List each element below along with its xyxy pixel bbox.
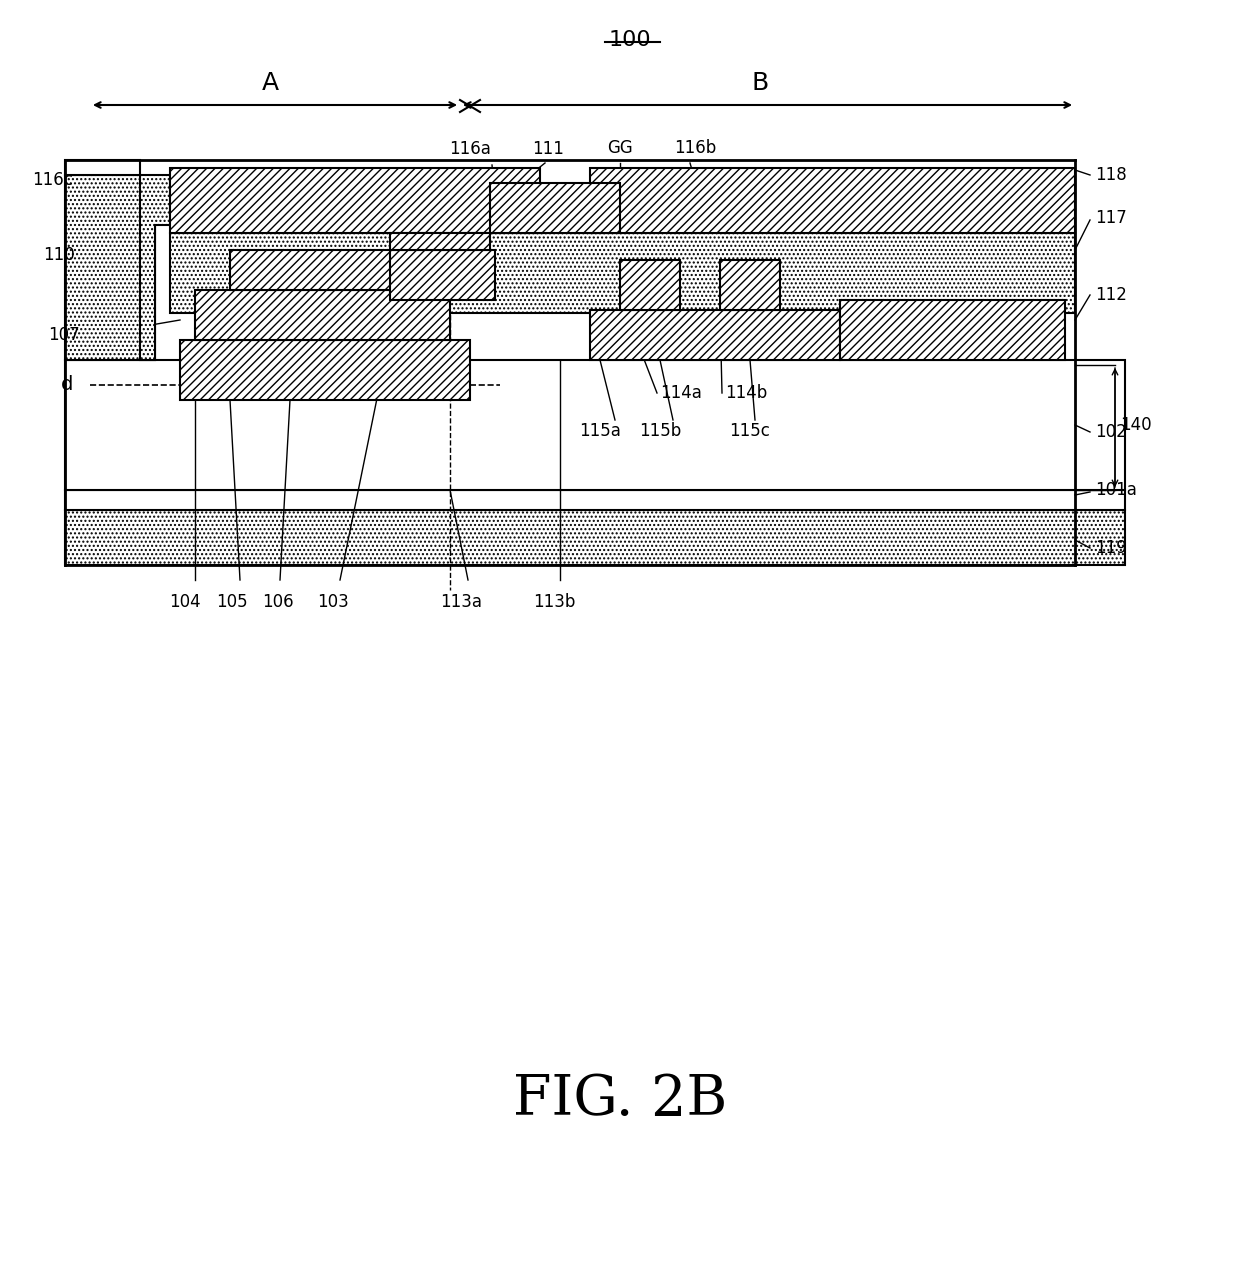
Bar [620,260,680,309]
Bar [590,167,1075,233]
Text: 114b: 114b [725,384,768,402]
Bar [64,510,1125,566]
Text: 115a: 115a [579,422,621,440]
Text: 113a: 113a [440,593,482,611]
Bar [64,360,1125,489]
Text: 113b: 113b [533,593,575,611]
Text: 119: 119 [1095,539,1127,557]
Text: 100: 100 [609,30,651,49]
Text: d: d [61,375,73,394]
Text: A: A [262,71,279,95]
Polygon shape [64,160,140,175]
Text: 111: 111 [532,139,564,158]
Bar [839,301,1065,360]
Text: 106: 106 [262,593,294,611]
Bar [490,183,620,233]
Text: 114a: 114a [660,384,702,402]
Bar [720,260,780,309]
Text: 116a: 116a [449,139,491,158]
Bar [64,489,1125,510]
Bar [170,233,1075,313]
Text: 102: 102 [1095,424,1127,441]
Text: 110: 110 [43,246,74,264]
Text: 112: 112 [1095,287,1127,304]
Bar [180,340,470,399]
Text: 105: 105 [216,593,248,611]
Bar [391,250,495,301]
Text: 117: 117 [1095,209,1127,227]
Text: FIG. 2B: FIG. 2B [513,1073,727,1127]
Text: 118: 118 [1095,166,1127,184]
Text: 116b: 116b [673,139,717,157]
Polygon shape [64,175,155,360]
Text: 103: 103 [317,593,348,611]
Bar [229,250,440,290]
Text: 104: 104 [169,593,201,611]
Text: 115c: 115c [729,422,770,440]
Bar [391,233,490,250]
Bar [195,290,450,340]
Text: 140: 140 [1120,416,1152,434]
Polygon shape [140,175,170,360]
Text: GG: GG [608,139,632,157]
Bar [590,309,839,360]
Text: 116c: 116c [32,171,73,189]
Text: 107: 107 [48,326,81,344]
Text: B: B [751,71,769,95]
Text: 101a: 101a [1095,481,1137,500]
Text: 115b: 115b [639,422,681,440]
Bar [170,167,539,233]
